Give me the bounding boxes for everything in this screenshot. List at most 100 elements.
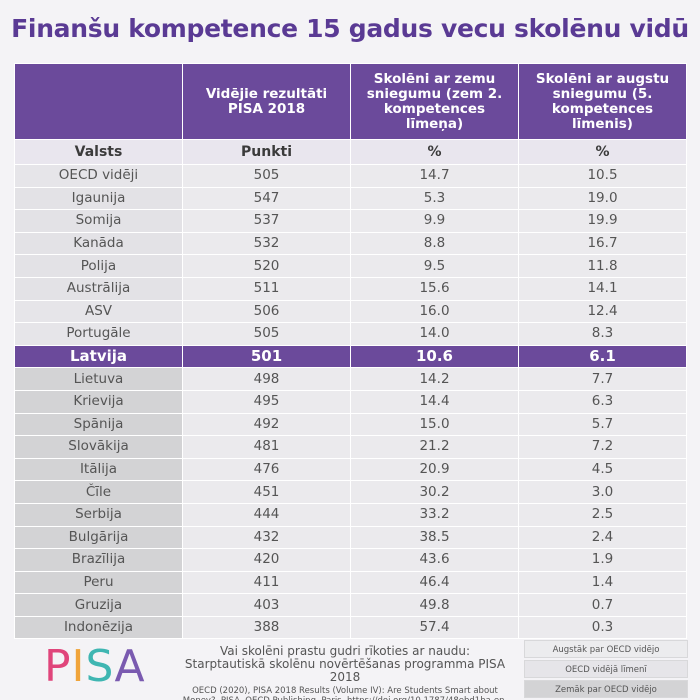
high-share-cell: 5.7 <box>518 412 687 437</box>
country-cell: Brazīlija <box>14 548 183 572</box>
high-share-cell: 4.5 <box>518 457 687 482</box>
footer-citation: OECD (2020), PISA 2018 Results (Volume I… <box>183 686 507 700</box>
table-row: OECD vidēji 505 14.7 10.5 <box>14 164 687 188</box>
score-cell: 481 <box>182 435 351 459</box>
country-cell: Portugāle <box>14 322 183 346</box>
low-share-cell: 5.3 <box>350 186 519 211</box>
table-row: Peru 411 46.4 1.4 <box>14 570 687 595</box>
score-cell: 501 <box>182 344 351 369</box>
table-units-row: Valsts Punkti % % <box>14 139 687 165</box>
low-share-cell: 33.2 <box>350 502 519 527</box>
country-cell: Gruzija <box>14 593 183 617</box>
table-row: Brazīlija 420 43.6 1.9 <box>14 548 687 572</box>
country-cell: Polija <box>14 254 183 278</box>
score-cell: 432 <box>182 525 351 550</box>
low-share-cell: 38.5 <box>350 525 519 550</box>
low-share-cell: 9.9 <box>350 209 519 233</box>
pisa-logo: PISA <box>44 641 146 692</box>
table-body: OECD vidēji 505 14.7 10.5 Igaunija 547 5.3 19.0… <box>14 164 687 640</box>
score-cell: 506 <box>182 299 351 324</box>
legend-item: Zemāk par OECD vidējo <box>524 680 688 698</box>
score-cell: 403 <box>182 593 351 617</box>
low-share-cell: 8.8 <box>350 231 519 256</box>
score-cell: 492 <box>182 412 351 437</box>
header-country <box>14 63 183 140</box>
country-cell: Čīle <box>14 480 183 504</box>
table-row: Čīle 451 30.2 3.0 <box>14 480 687 504</box>
high-share-cell: 8.3 <box>518 322 687 346</box>
high-share-cell: 10.5 <box>518 164 687 188</box>
table-row: Polija 520 9.5 11.8 <box>14 254 687 278</box>
table-row: Austrālija 511 15.6 14.1 <box>14 276 687 301</box>
low-share-cell: 14.7 <box>350 164 519 188</box>
low-share-cell: 14.2 <box>350 367 519 391</box>
table-row: Itālija 476 20.9 4.5 <box>14 457 687 482</box>
logo-letter: A <box>114 641 146 692</box>
score-cell: 498 <box>182 367 351 391</box>
low-share-cell: 57.4 <box>350 615 519 640</box>
country-cell: Slovākija <box>14 435 183 459</box>
table-row: Slovākija 481 21.2 7.2 <box>14 435 687 459</box>
header-high: Skolēni ar augstu sniegumu (5. kompetenc… <box>518 63 687 140</box>
country-cell: Peru <box>14 570 183 595</box>
unit-score: Punkti <box>182 139 351 165</box>
table-row: Portugāle 505 14.0 8.3 <box>14 322 687 346</box>
score-cell: 411 <box>182 570 351 595</box>
low-share-cell: 46.4 <box>350 570 519 595</box>
table-row: Serbija 444 33.2 2.5 <box>14 502 687 527</box>
table-row: Igaunija 547 5.3 19.0 <box>14 186 687 211</box>
high-share-cell: 16.7 <box>518 231 687 256</box>
high-share-cell: 1.4 <box>518 570 687 595</box>
country-cell: OECD vidēji <box>14 164 183 188</box>
unit-country: Valsts <box>14 139 183 165</box>
country-cell: Latvija <box>14 344 183 369</box>
country-cell: Itālija <box>14 457 183 482</box>
score-cell: 476 <box>182 457 351 482</box>
logo-letter: I <box>71 641 86 692</box>
low-share-cell: 30.2 <box>350 480 519 504</box>
score-cell: 420 <box>182 548 351 572</box>
high-share-cell: 3.0 <box>518 480 687 504</box>
header-low: Skolēni ar zemu sniegumu (zem 2. kompete… <box>350 63 519 140</box>
score-cell: 495 <box>182 389 351 414</box>
high-share-cell: 1.9 <box>518 548 687 572</box>
table-row: Bulgārija 432 38.5 2.4 <box>14 525 687 550</box>
high-share-cell: 19.9 <box>518 209 687 233</box>
logo-letter: S <box>85 641 115 692</box>
legend-item: OECD vidējā līmenī <box>524 660 688 678</box>
low-share-cell: 14.0 <box>350 322 519 346</box>
low-share-cell: 43.6 <box>350 548 519 572</box>
low-share-cell: 10.6 <box>350 344 519 369</box>
country-cell: Lietuva <box>14 367 183 391</box>
high-share-cell: 11.8 <box>518 254 687 278</box>
table-row: Kanāda 532 8.8 16.7 <box>14 231 687 256</box>
table-row: Somija 537 9.9 19.9 <box>14 209 687 233</box>
high-share-cell: 14.1 <box>518 276 687 301</box>
country-cell: Serbija <box>14 502 183 527</box>
high-share-cell: 19.0 <box>518 186 687 211</box>
country-cell: Krievija <box>14 389 183 414</box>
legend: Augstāk par OECD vidējo OECD vidējā līmen… <box>524 640 688 700</box>
high-share-cell: 7.7 <box>518 367 687 391</box>
score-cell: 388 <box>182 615 351 640</box>
table-header-row: Vidējie rezultāti PISA 2018 Skolēni ar z… <box>14 63 687 140</box>
score-cell: 505 <box>182 164 351 188</box>
score-cell: 444 <box>182 502 351 527</box>
table-row: Lietuva 498 14.2 7.7 <box>14 367 687 391</box>
score-cell: 505 <box>182 322 351 346</box>
score-cell: 547 <box>182 186 351 211</box>
unit-high: % <box>518 139 687 165</box>
low-share-cell: 16.0 <box>350 299 519 324</box>
country-cell: Kanāda <box>14 231 183 256</box>
low-share-cell: 14.4 <box>350 389 519 414</box>
results-table: Vidējie rezultāti PISA 2018 Skolēni ar z… <box>14 63 687 640</box>
logo-letter: P <box>44 641 72 692</box>
low-share-cell: 49.8 <box>350 593 519 617</box>
score-cell: 532 <box>182 231 351 256</box>
high-share-cell: 7.2 <box>518 435 687 459</box>
low-share-cell: 21.2 <box>350 435 519 459</box>
high-share-cell: 0.3 <box>518 615 687 640</box>
high-share-cell: 6.3 <box>518 389 687 414</box>
country-cell: Somija <box>14 209 183 233</box>
table-row: Indonēzija 388 57.4 0.3 <box>14 615 687 640</box>
